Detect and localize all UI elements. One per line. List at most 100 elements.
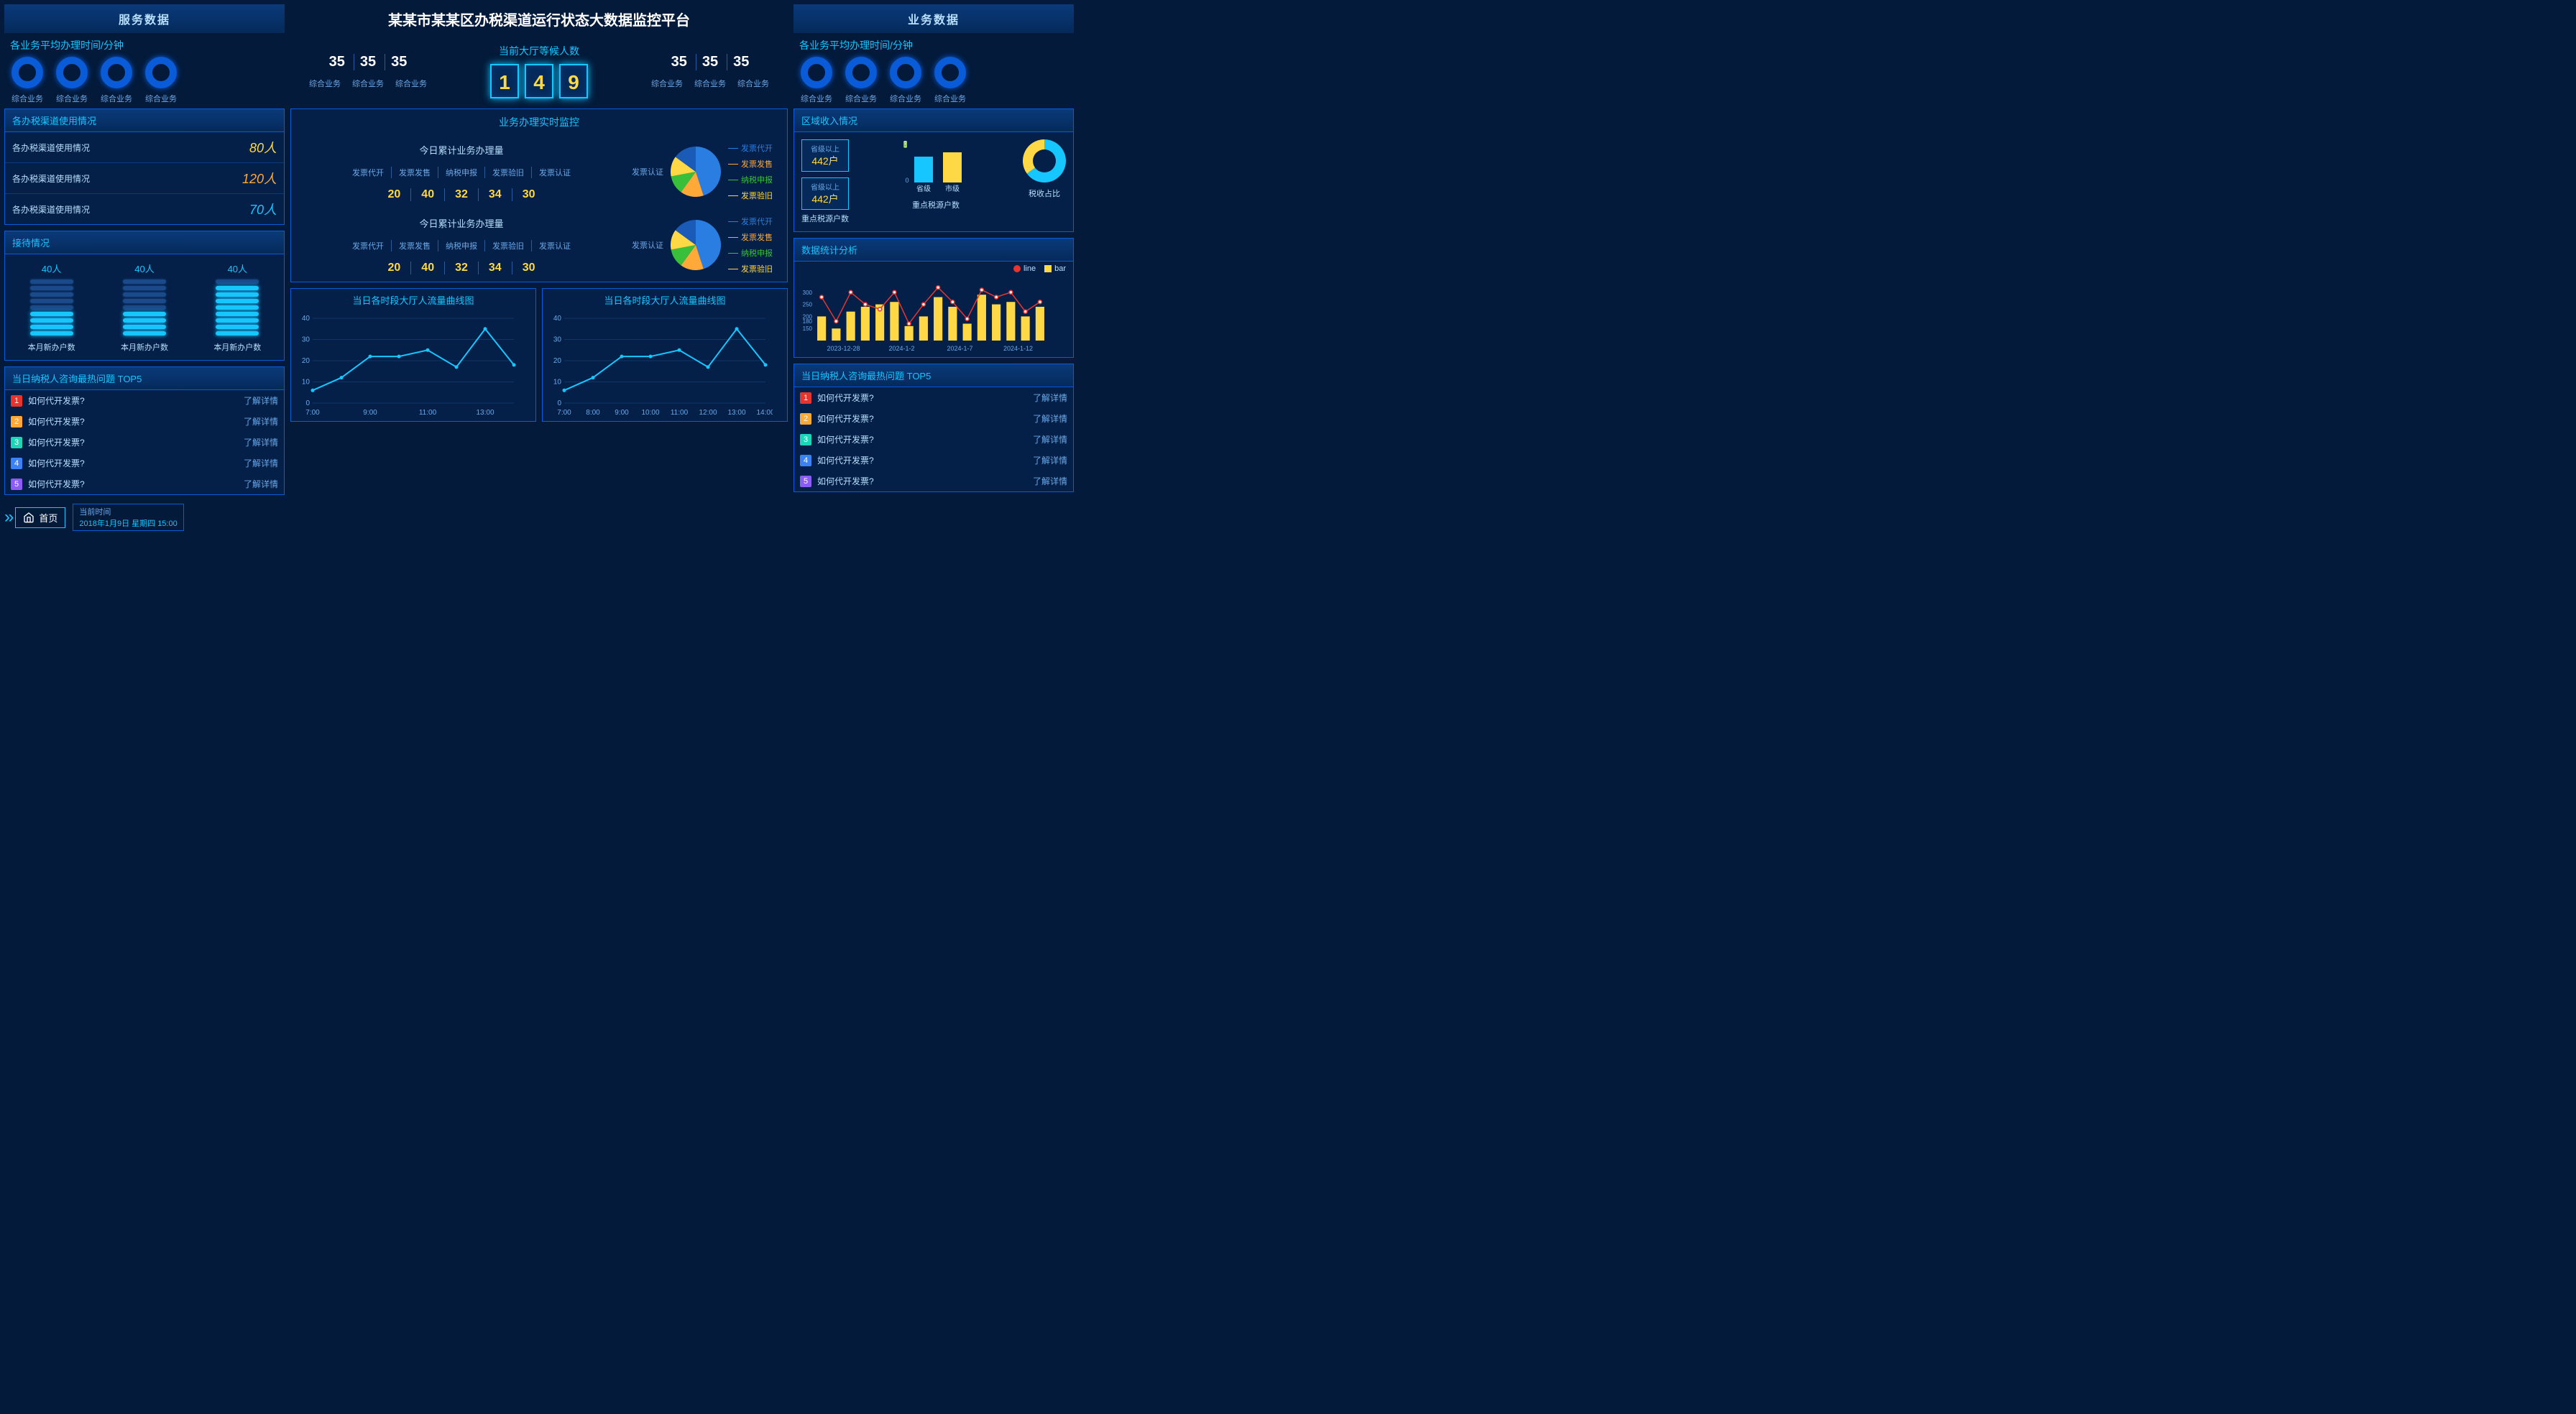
rank-badge: 1 xyxy=(11,395,22,407)
line-chart-right-title: 当日各时段大厅人流量曲线图 xyxy=(543,289,787,311)
pie-legend-item: 纳税申报 xyxy=(728,247,773,259)
rt-head: 发票发售 xyxy=(391,167,438,178)
legend-bar-sq xyxy=(1044,265,1052,272)
region-income-panel: 区域收入情况 省级以上442户省级以上442户 重点税源户数 🔋省级市级0 重点… xyxy=(794,108,1074,232)
reception-bar xyxy=(30,305,73,310)
svg-text:40: 40 xyxy=(302,315,310,323)
top5-detail-link[interactable]: 了解详情 xyxy=(1033,475,1067,487)
top5-item: 2如何代开发票?了解详情 xyxy=(5,411,284,432)
top5-detail-link[interactable]: 了解详情 xyxy=(1033,412,1067,425)
svg-text:11:00: 11:00 xyxy=(419,409,437,417)
usage-label: 各办税渠道使用情况 xyxy=(12,203,90,216)
rank-badge: 5 xyxy=(800,476,811,487)
avg-time-title-left: 各业务平均办理时间/分钟 xyxy=(4,38,285,52)
rt-subtitle: 今日累计业务办理量 xyxy=(305,143,617,157)
line-chart-left: 当日各时段大厅人流量曲线图 0102030407:009:0011:0013:0… xyxy=(290,288,536,422)
top5-question: 如何代开发票? xyxy=(28,415,85,428)
reception-bar xyxy=(30,325,73,329)
rt-block: 今日累计业务办理量发票代开发票发售纳税申报发票验旧发票认证2040323430 … xyxy=(291,208,787,282)
home-label: 首页 xyxy=(39,511,58,525)
ring-label: 综合业务 xyxy=(801,93,832,104)
reception-label: 本月新办户数 xyxy=(12,341,91,353)
rt-val: 34 xyxy=(478,188,512,201)
reception-col: 40人本月新办户数 xyxy=(198,262,277,353)
rank-badge: 3 xyxy=(800,434,811,445)
svg-text:0: 0 xyxy=(905,177,908,184)
top5-question: 如何代开发票? xyxy=(817,392,874,404)
usage-value: 80人 xyxy=(249,138,277,157)
svg-text:8:00: 8:00 xyxy=(586,409,600,417)
pie-legend-item: 发票验旧 xyxy=(728,190,773,201)
legend-bar-label: bar xyxy=(1054,264,1066,273)
svg-text:0: 0 xyxy=(305,399,310,407)
ring-label: 综合业务 xyxy=(845,93,877,104)
stat-left: 353535 综合业务综合业务综合业务 xyxy=(305,54,431,89)
top5-detail-link[interactable]: 了解详情 xyxy=(244,394,278,407)
pie-wrap: 发票认证发票代开发票发售纳税申报发票验旧 xyxy=(632,216,773,274)
reception-bar xyxy=(123,318,166,323)
rt-val: 40 xyxy=(410,188,444,201)
top5-detail-link[interactable]: 了解详情 xyxy=(1033,433,1067,445)
reception-bar xyxy=(30,279,73,284)
usage-row: 各办税渠道使用情况70人 xyxy=(5,194,284,224)
rt-head: 发票认证 xyxy=(531,240,578,251)
region-box-value: 442户 xyxy=(809,154,841,168)
legend-line-label: line xyxy=(1024,264,1036,273)
rt-val: 32 xyxy=(444,188,478,201)
stat-num: 35 xyxy=(696,54,724,70)
top5-detail-link[interactable]: 了解详情 xyxy=(1033,392,1067,404)
footer: » 首页 当前时间 2018年1月9日 星期四 15:00 xyxy=(0,499,1078,535)
ring-item: 综合业务 xyxy=(12,57,43,104)
ring-icon xyxy=(145,57,177,88)
stat-num: 35 xyxy=(385,54,413,70)
ring-item: 综合业务 xyxy=(145,57,177,104)
rt-head: 发票认证 xyxy=(531,167,578,178)
waiting-digit: 9 xyxy=(559,64,588,98)
avg-time-title-right: 各业务平均办理时间/分钟 xyxy=(794,38,1074,52)
top5-right-title: 当日纳税人咨询最热问题 TOP5 xyxy=(794,364,1073,387)
pie-side-label: 发票认证 xyxy=(632,166,663,177)
top5-item: 3 如何代开发票? 了解详情 xyxy=(794,429,1073,450)
top5-detail-link[interactable]: 了解详情 xyxy=(1033,454,1067,466)
svg-text:7:00: 7:00 xyxy=(557,409,571,417)
clock-label: 当前时间 xyxy=(79,506,177,517)
top5-question: 如何代开发票? xyxy=(817,433,874,445)
home-button[interactable]: 首页 xyxy=(15,507,65,528)
stat-right: 353535 综合业务综合业务综合业务 xyxy=(647,54,773,89)
usage-label: 各办税渠道使用情况 xyxy=(12,172,90,185)
header-right-title: 业务数据 xyxy=(794,4,1074,33)
ring-label: 综合业务 xyxy=(56,93,88,104)
reception-bar xyxy=(30,318,73,323)
combo-legend: line bar xyxy=(794,262,1073,276)
svg-text:14:00: 14:00 xyxy=(756,409,773,417)
realtime-title: 业务办理实时监控 xyxy=(291,109,787,135)
top5-detail-link[interactable]: 了解详情 xyxy=(244,415,278,428)
rt-head: 纳税申报 xyxy=(438,167,484,178)
stat-label: 综合业务 xyxy=(305,78,345,89)
region-box-title: 省级以上 xyxy=(809,143,841,154)
clock-value: 2018年1月9日 星期四 15:00 xyxy=(79,517,177,529)
svg-text:10: 10 xyxy=(302,379,310,387)
top5-question: 如何代开发票? xyxy=(817,412,874,425)
svg-text:10: 10 xyxy=(553,379,562,387)
rings-left: 综合业务综合业务综合业务综合业务 xyxy=(4,57,285,104)
top5-item: 4如何代开发票?了解详情 xyxy=(5,453,284,473)
top5-detail-link[interactable]: 了解详情 xyxy=(244,478,278,490)
ring-icon xyxy=(56,57,88,88)
rt-head: 发票发售 xyxy=(391,240,438,251)
col-right: 区域收入情况 省级以上442户省级以上442户 重点税源户数 🔋省级市级0 重点… xyxy=(794,108,1074,495)
pie-legend-item: 发票代开 xyxy=(728,142,773,154)
reception-bar xyxy=(30,299,73,303)
top5-detail-link[interactable]: 了解详情 xyxy=(244,457,278,469)
svg-text:30: 30 xyxy=(553,336,562,344)
stat-label: 综合业务 xyxy=(647,78,687,89)
usage-row: 各办税渠道使用情况120人 xyxy=(5,163,284,194)
waiting-title: 当前大厅等候人数 xyxy=(490,44,588,58)
reception-bar xyxy=(30,312,73,316)
combo-title: 数据统计分析 xyxy=(794,239,1073,262)
chevrons-icon: » xyxy=(4,507,8,527)
top5-detail-link[interactable]: 了解详情 xyxy=(244,436,278,448)
stat-label: 综合业务 xyxy=(690,78,730,89)
channel-usage-title: 各办税渠道使用情况 xyxy=(5,109,284,132)
rank-badge: 2 xyxy=(800,413,811,425)
